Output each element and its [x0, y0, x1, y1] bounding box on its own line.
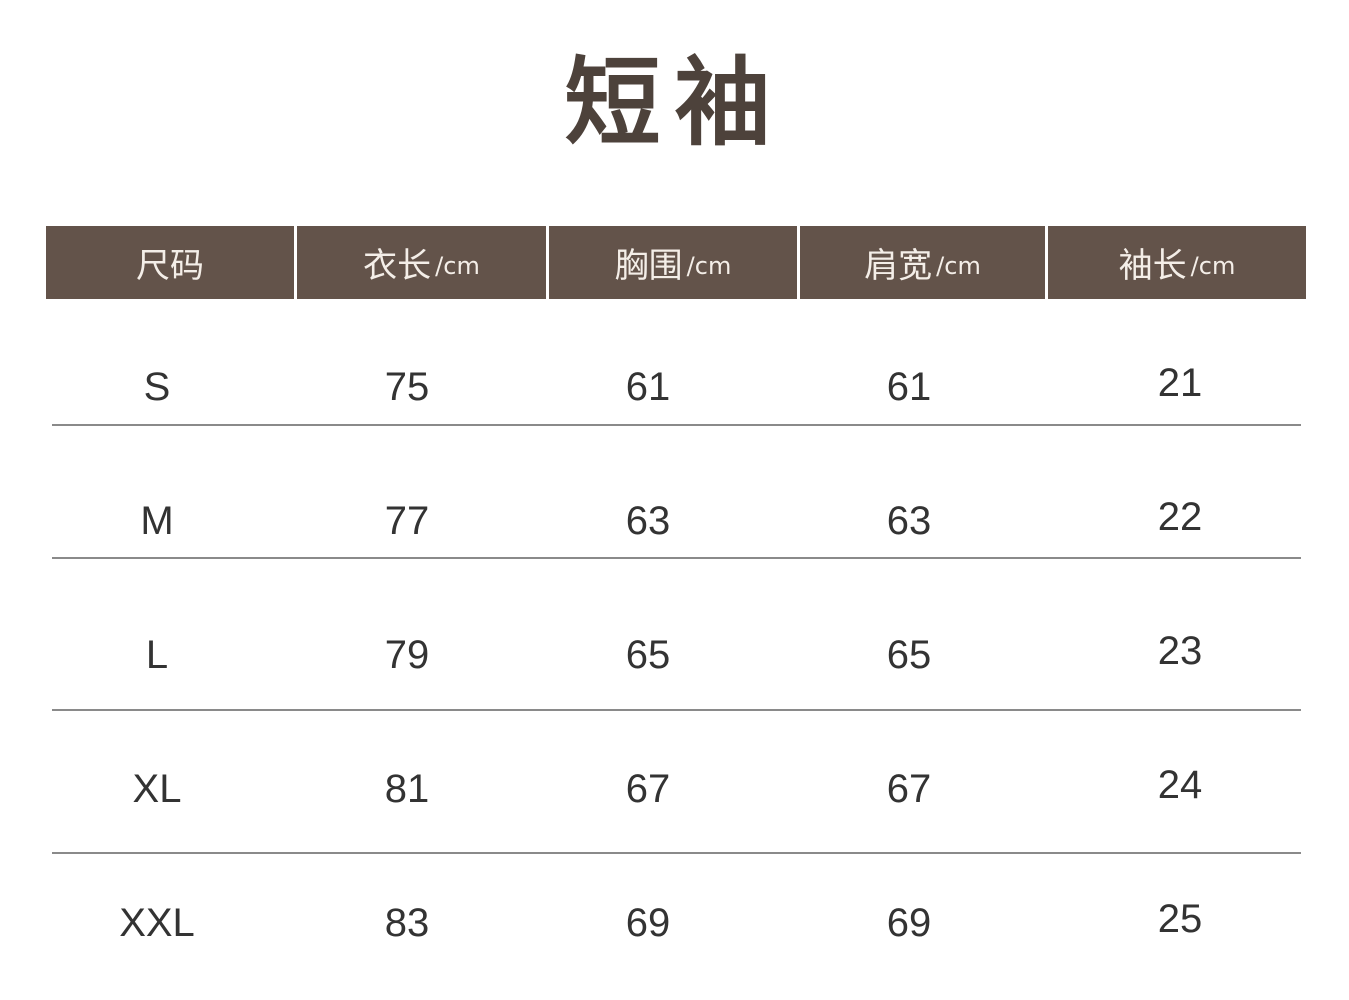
measurement-cell: 69	[625, 901, 671, 945]
size-cell: L	[145, 633, 169, 677]
header-shoulder: 肩宽/cm	[800, 226, 1045, 299]
measurement-cell: 79	[384, 633, 430, 677]
measurement-cell: 65	[886, 633, 932, 677]
measurement-cell: 83	[384, 901, 430, 945]
row-divider	[52, 709, 1301, 711]
measurement-cell: 81	[384, 767, 430, 811]
measurement-cell: 75	[384, 365, 430, 409]
measurement-cell: 69	[886, 901, 932, 945]
page-title: 短袖	[564, 47, 785, 159]
header-size: 尺码	[46, 226, 294, 299]
size-cell: XL	[132, 767, 182, 811]
measurement-cell: 61	[886, 365, 932, 409]
header-chest: 胸围/cm	[549, 226, 797, 299]
measurement-cell: 77	[384, 499, 430, 543]
measurement-cell: 63	[625, 499, 671, 543]
header-unit: /cm	[936, 251, 981, 280]
measurement-cell: 67	[886, 767, 932, 811]
size-cell: S	[143, 365, 171, 409]
header-unit: /cm	[686, 251, 732, 280]
size-cell: XXL	[119, 901, 195, 945]
measurement-cell: 21	[1157, 361, 1203, 405]
measurement-cell: 65	[625, 633, 671, 677]
header-length: 衣长/cm	[297, 226, 546, 299]
measurement-cell: 24	[1157, 763, 1203, 807]
measurement-cell: 63	[886, 499, 932, 543]
measurement-cell: 22	[1157, 495, 1203, 539]
measurement-cell: 67	[625, 767, 671, 811]
header-label: 胸围	[614, 246, 683, 286]
size-cell: M	[140, 499, 174, 543]
row-divider	[52, 424, 1301, 426]
header-label: 袖长	[1118, 246, 1187, 286]
header-unit: /cm	[435, 251, 480, 280]
header-label: 衣长	[363, 246, 432, 286]
row-divider	[52, 557, 1301, 559]
measurement-cell: 61	[625, 365, 671, 409]
header-label: 尺码	[136, 246, 204, 286]
header-label: 肩宽	[864, 246, 933, 286]
measurement-cell: 23	[1157, 629, 1203, 673]
header-unit: /cm	[1190, 251, 1236, 280]
measurement-cell: 25	[1157, 897, 1203, 941]
row-divider	[52, 852, 1301, 854]
header-sleeve: 袖长/cm	[1048, 226, 1306, 299]
